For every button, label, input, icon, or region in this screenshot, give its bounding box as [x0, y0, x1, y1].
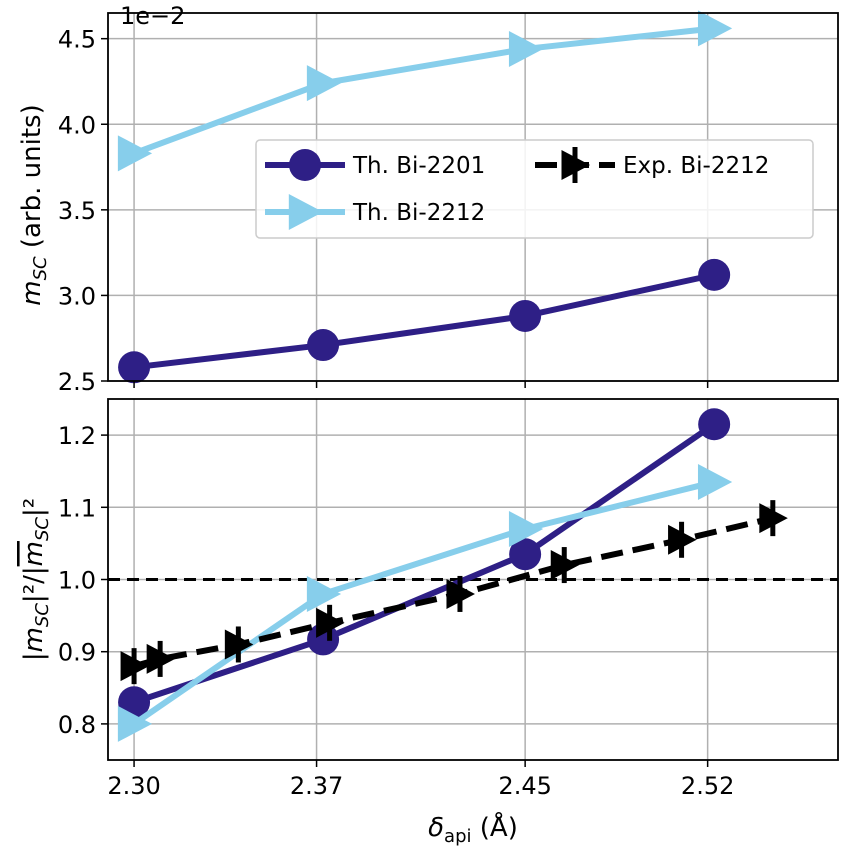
legend-marker-th-bi-2212 — [288, 194, 323, 230]
bottom-panel: 0.8 0.9 1.0 1.1 1.2 2.30 2.37 2.45 2.52 δapi (Å) |… — [19, 398, 839, 847]
data-point-bottom-exp-bi-2212-5 — [446, 575, 475, 612]
data-point-bottom-exp-bi-2212-2 — [146, 640, 176, 677]
data-point-bottom-exp-bi-2212-6 — [550, 547, 580, 584]
xtick-label-3: 2.45 — [498, 772, 551, 800]
data-point-bottom-exp-bi-2212-3 — [224, 626, 254, 663]
data-point-top-th-bi-2212-2 — [306, 65, 342, 102]
series-line-top-th-bi-2201 — [133, 271, 715, 371]
top-offset-label: 1e−2 — [120, 2, 185, 30]
legend-label-th-bi-2201: Th. Bi-2201 — [352, 153, 485, 179]
data-point-top-th-bi-2201-3 — [509, 299, 542, 332]
legend-box — [255, 139, 814, 239]
data-point-bottom-th-bi-2201-4 — [698, 408, 731, 441]
top-y-axis-label: mSC (arb. units) — [17, 104, 51, 305]
bottom-ytick-label-5: 1.2 — [58, 422, 96, 450]
x-axis-label: δapi (Å) — [428, 811, 518, 847]
legend-label-th-bi-2212: Th. Bi-2212 — [352, 200, 485, 226]
legend-marker-th-bi-2201 — [289, 149, 321, 181]
top-ytick-label-3: 3.5 — [58, 197, 96, 225]
top-ytick-label-1: 2.5 — [58, 368, 96, 396]
bottom-y-axis-label: |mSC|²/|mSC|² — [19, 498, 53, 661]
series-line-bottom-th-bi-2201 — [133, 421, 716, 706]
bottom-ytick-label-1: 0.8 — [58, 711, 96, 739]
series-line-bottom-th-bi-2212 — [132, 479, 715, 727]
data-point-bottom-th-bi-2212-4 — [697, 464, 733, 501]
data-point-top-th-bi-2212-3 — [508, 30, 544, 67]
series-line-bottom-exp-bi-2212 — [133, 515, 774, 670]
top-ytick-label-4: 4.0 — [58, 111, 96, 139]
bottom-ytick-label-2: 0.9 — [58, 639, 96, 667]
data-point-bottom-th-bi-2212-2 — [306, 575, 342, 612]
series-line-top-th-bi-2212 — [133, 25, 715, 157]
xtick-label-2: 2.37 — [290, 772, 343, 800]
legend: Th. Bi-2201 Exp. Bi-2212 Th. Bi-2212 — [255, 139, 814, 239]
top-panel: 2.5 3.0 3.5 4.0 4.5 1e−2 mSC (arb. units) Th. B… — [17, 2, 839, 396]
top-ytick-label-5: 4.5 — [58, 26, 96, 54]
data-point-bottom-exp-bi-2212-8 — [759, 500, 788, 537]
data-point-top-th-bi-2201-2 — [307, 329, 340, 362]
top-plot-frame — [107, 12, 839, 382]
data-point-top-th-bi-2212-4 — [697, 10, 733, 47]
data-point-bottom-th-bi-2212-1 — [117, 705, 153, 742]
bottom-ytick-label-4: 1.1 — [58, 494, 96, 522]
data-point-top-th-bi-2201-1 — [118, 351, 151, 384]
data-point-top-th-bi-2212-1 — [117, 135, 153, 172]
data-point-top-th-bi-2201-4 — [698, 258, 731, 291]
data-point-bottom-exp-bi-2212-7 — [668, 521, 697, 558]
top-ytick-label-2: 3.0 — [58, 282, 96, 310]
bottom-ytick-label-3: 1.0 — [58, 567, 96, 595]
xtick-label-4: 2.52 — [681, 772, 734, 800]
xtick-label-1: 2.30 — [107, 772, 160, 800]
legend-marker-exp-bi-2212 — [561, 147, 590, 183]
data-point-bottom-exp-bi-2212-1 — [120, 648, 150, 685]
data-point-bottom-exp-bi-2212-4 — [316, 604, 345, 641]
legend-label-exp-bi-2212: Exp. Bi-2212 — [623, 153, 769, 179]
data-point-bottom-th-bi-2201-3 — [509, 538, 542, 571]
data-point-bottom-th-bi-2212-3 — [508, 510, 544, 547]
